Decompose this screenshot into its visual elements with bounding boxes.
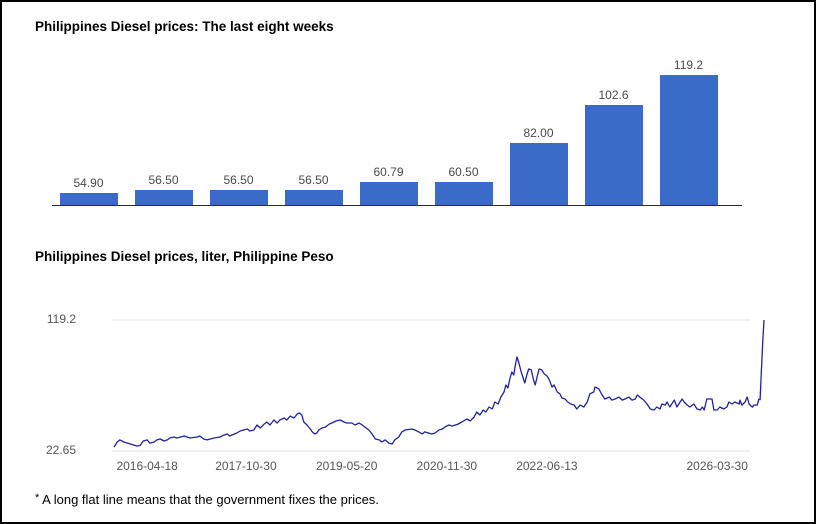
x-axis-tick-label: 2022-06-13 — [516, 459, 578, 473]
bar — [584, 105, 643, 205]
x-axis-tick-label: 2016-04-18 — [116, 459, 178, 473]
bar-chart-title: Philippines Diesel prices: The last eigh… — [35, 19, 334, 34]
price-line-series — [113, 319, 765, 448]
bar — [434, 182, 493, 205]
bar — [209, 189, 268, 205]
footnote: * A long flat line means that the govern… — [35, 492, 379, 507]
bar-value-label: 119.2 — [673, 57, 704, 72]
bar — [509, 143, 568, 205]
footnote-text: A long flat line means that the governme… — [39, 492, 379, 507]
x-axis-tick-label: 2017-10-30 — [215, 459, 277, 473]
bar-value-label: 82.00 — [523, 126, 554, 141]
bar-value-label: 60.50 — [448, 165, 479, 180]
bar — [359, 181, 418, 205]
bar-value-label: 102.6 — [598, 88, 629, 103]
bar-chart-x-axis-line — [52, 205, 742, 206]
bar — [659, 74, 718, 205]
bar-value-label: 56.50 — [223, 172, 254, 187]
bar-value-label: 60.79 — [373, 164, 404, 179]
x-axis-tick-label: 2026-03-30 — [686, 459, 748, 473]
y-axis-tick-label: 119.2 — [46, 312, 76, 326]
line-chart-title: Philippines Diesel prices, liter, Philip… — [35, 249, 334, 264]
x-axis-tick-label: 2019-05-20 — [315, 459, 378, 473]
bar-value-label: 56.50 — [298, 172, 329, 187]
bar — [284, 189, 343, 205]
bar — [59, 192, 118, 205]
bar-value-label: 56.50 — [148, 172, 179, 187]
footnote-asterisk: * — [35, 492, 40, 504]
x-axis-tick-label: 2020-11-30 — [416, 459, 478, 473]
line-chart-plot — [112, 319, 765, 452]
bar-value-label: 54.90 — [73, 175, 104, 190]
bar — [134, 189, 193, 205]
y-axis-tick-label: 22.65 — [45, 443, 76, 457]
